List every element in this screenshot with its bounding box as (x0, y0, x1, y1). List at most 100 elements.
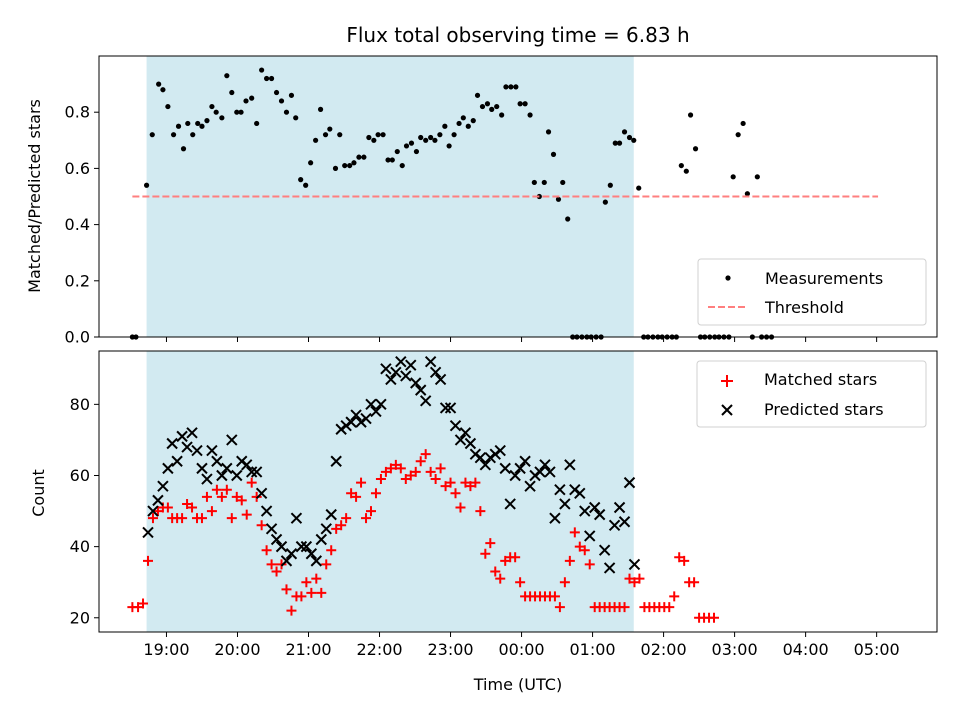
top-series-0-point-70 (474, 92, 481, 98)
top-series-0-point-9 (180, 146, 187, 152)
bottom-series-1-point-61 (444, 402, 457, 414)
bottom-series-1-point-21 (245, 466, 258, 478)
bottom-series-1-point-44 (360, 412, 372, 425)
top-series-0-point-63 (442, 123, 448, 129)
top-series-0-point-59 (423, 137, 429, 143)
bottom-series-0-point-91 (579, 545, 590, 556)
bottom-series-1-point-55 (414, 384, 427, 396)
top-series-0-point-64 (446, 143, 452, 149)
bottom-series-0-point-34 (296, 591, 307, 602)
top-series-0-point-52 (389, 157, 395, 163)
top-shaded-region (146, 56, 634, 337)
bottom-series-0-point-50 (375, 474, 386, 485)
bottom-series-0-point-61 (430, 474, 441, 485)
bottom-series-1-point-75 (514, 462, 526, 475)
x-tick-label-3: 22:00 (356, 640, 402, 659)
top-series-0-point-84 (541, 179, 547, 186)
bottom-series-0-point-111 (679, 555, 690, 566)
bottom-series-0-point-108 (664, 602, 675, 613)
top-series-0-point-15 (209, 103, 215, 110)
bottom-series-0-point-99 (619, 602, 630, 613)
top-series-0-point-35 (308, 160, 314, 166)
bottom-series-1-point-18 (231, 469, 243, 482)
top-series-0-point-42 (342, 162, 348, 169)
bottom-series-0-point-54 (395, 463, 406, 474)
top-series-0-point-81 (527, 112, 533, 118)
bottom-series-0-point-12 (187, 502, 198, 513)
top-series-0-point-45 (356, 154, 362, 160)
top-series-0-point-3 (149, 132, 155, 138)
top-legend: Measurements Threshold (697, 258, 927, 326)
top-series-0-point-24 (254, 120, 260, 127)
bottom-series-1-point-9 (186, 427, 198, 439)
legend-matched-marker (721, 375, 733, 387)
top-series-0-point-86 (550, 151, 557, 157)
top-series-0-point-54 (399, 162, 405, 169)
bottom-series-0-point-78 (515, 577, 526, 588)
bottom-series-1-point-3 (157, 480, 169, 492)
bottom-series-1-point-41 (345, 416, 357, 428)
bottom-series-1-point-80 (539, 459, 551, 471)
bottom-series-0-point-45 (351, 491, 362, 502)
bottom-series-1-point-49 (385, 373, 397, 386)
top-series-0-point-19 (229, 89, 235, 96)
bottom-series-0-point-27 (261, 545, 272, 556)
top-series-0-point-77 (508, 84, 514, 90)
top-series-0-point-37 (317, 106, 324, 112)
bottom-series-1-point-84 (559, 498, 571, 510)
top-series-0-point-44 (351, 160, 357, 166)
bottom-series-1-point-76 (519, 455, 531, 467)
top-series-0-point-22 (243, 98, 249, 104)
top-series-0-point-97 (602, 199, 608, 205)
bottom-series-0-point-74 (495, 573, 506, 584)
chart-title: Flux total observing time = 6.83 h (346, 23, 689, 47)
top-series-0-point-100 (616, 140, 623, 146)
bottom-series-0-point-86 (554, 602, 565, 613)
bottom-series-1-point-24 (260, 505, 273, 517)
top-series-0-point-23 (249, 95, 255, 101)
top-series-0-point-88 (560, 179, 566, 186)
top-series-0-point-76 (503, 84, 509, 90)
top-series-0-point-71 (479, 103, 486, 110)
top-series-0-point-89 (565, 216, 571, 222)
top-y-tick-label-1: 0.2 (65, 271, 90, 290)
bottom-series-0-point-46 (356, 477, 367, 488)
top-frame (98, 55, 938, 338)
top-series-0-point-13 (199, 123, 205, 129)
bottom-series-1-point-90 (588, 501, 601, 514)
bottom-series-1-point-40 (340, 419, 352, 432)
top-series-0-point-127 (744, 191, 750, 197)
bottom-frame (98, 350, 938, 633)
top-series-0-point-87 (555, 196, 562, 202)
bottom-series-0-point-92 (584, 559, 595, 570)
top-series-0-point-30 (283, 109, 290, 115)
top-series-0-point-114 (683, 168, 689, 174)
bottom-series-1-point-96 (618, 516, 631, 528)
top-series-0-point-73 (489, 106, 495, 112)
bottom-series-1-point-11 (196, 462, 208, 475)
top-series-0-point-56 (408, 140, 415, 146)
bottom-series-1-point-1 (147, 505, 159, 517)
bottom-series-1-point-25 (265, 523, 278, 535)
bottom-series-1-point-62 (449, 419, 462, 432)
bottom-series-1-point-85 (564, 459, 576, 471)
bottom-series-1-point-51 (395, 355, 407, 368)
top-y-tick-label-0: 0.0 (65, 328, 90, 347)
bottom-series-1-point-94 (608, 519, 621, 531)
bottom-series-1-point-27 (275, 540, 288, 553)
top-series-0-point-61 (432, 137, 438, 143)
top-series-0-point-31 (288, 92, 295, 98)
bottom-series-1-point-48 (380, 363, 392, 375)
x-tick-label-8: 03:00 (712, 640, 758, 659)
bottom-panel: 20 40 60 80 19:00 20:00 21:00 22:00 23:00 00:00 01… (70, 350, 938, 659)
top-series-0-point-126 (740, 120, 746, 127)
top-series-0-point-40 (332, 165, 339, 171)
top-series-0-point-98 (607, 182, 613, 188)
top-legend-box (697, 258, 927, 326)
top-series-0-point-39 (327, 126, 333, 132)
legend-matched-label: Matched stars (764, 370, 877, 389)
bottom-series-0-point-10 (177, 513, 188, 524)
bottom-series-0-point-35 (301, 577, 312, 588)
bottom-series-0-point-58 (415, 456, 426, 467)
bottom-series-1-point-98 (628, 558, 641, 571)
